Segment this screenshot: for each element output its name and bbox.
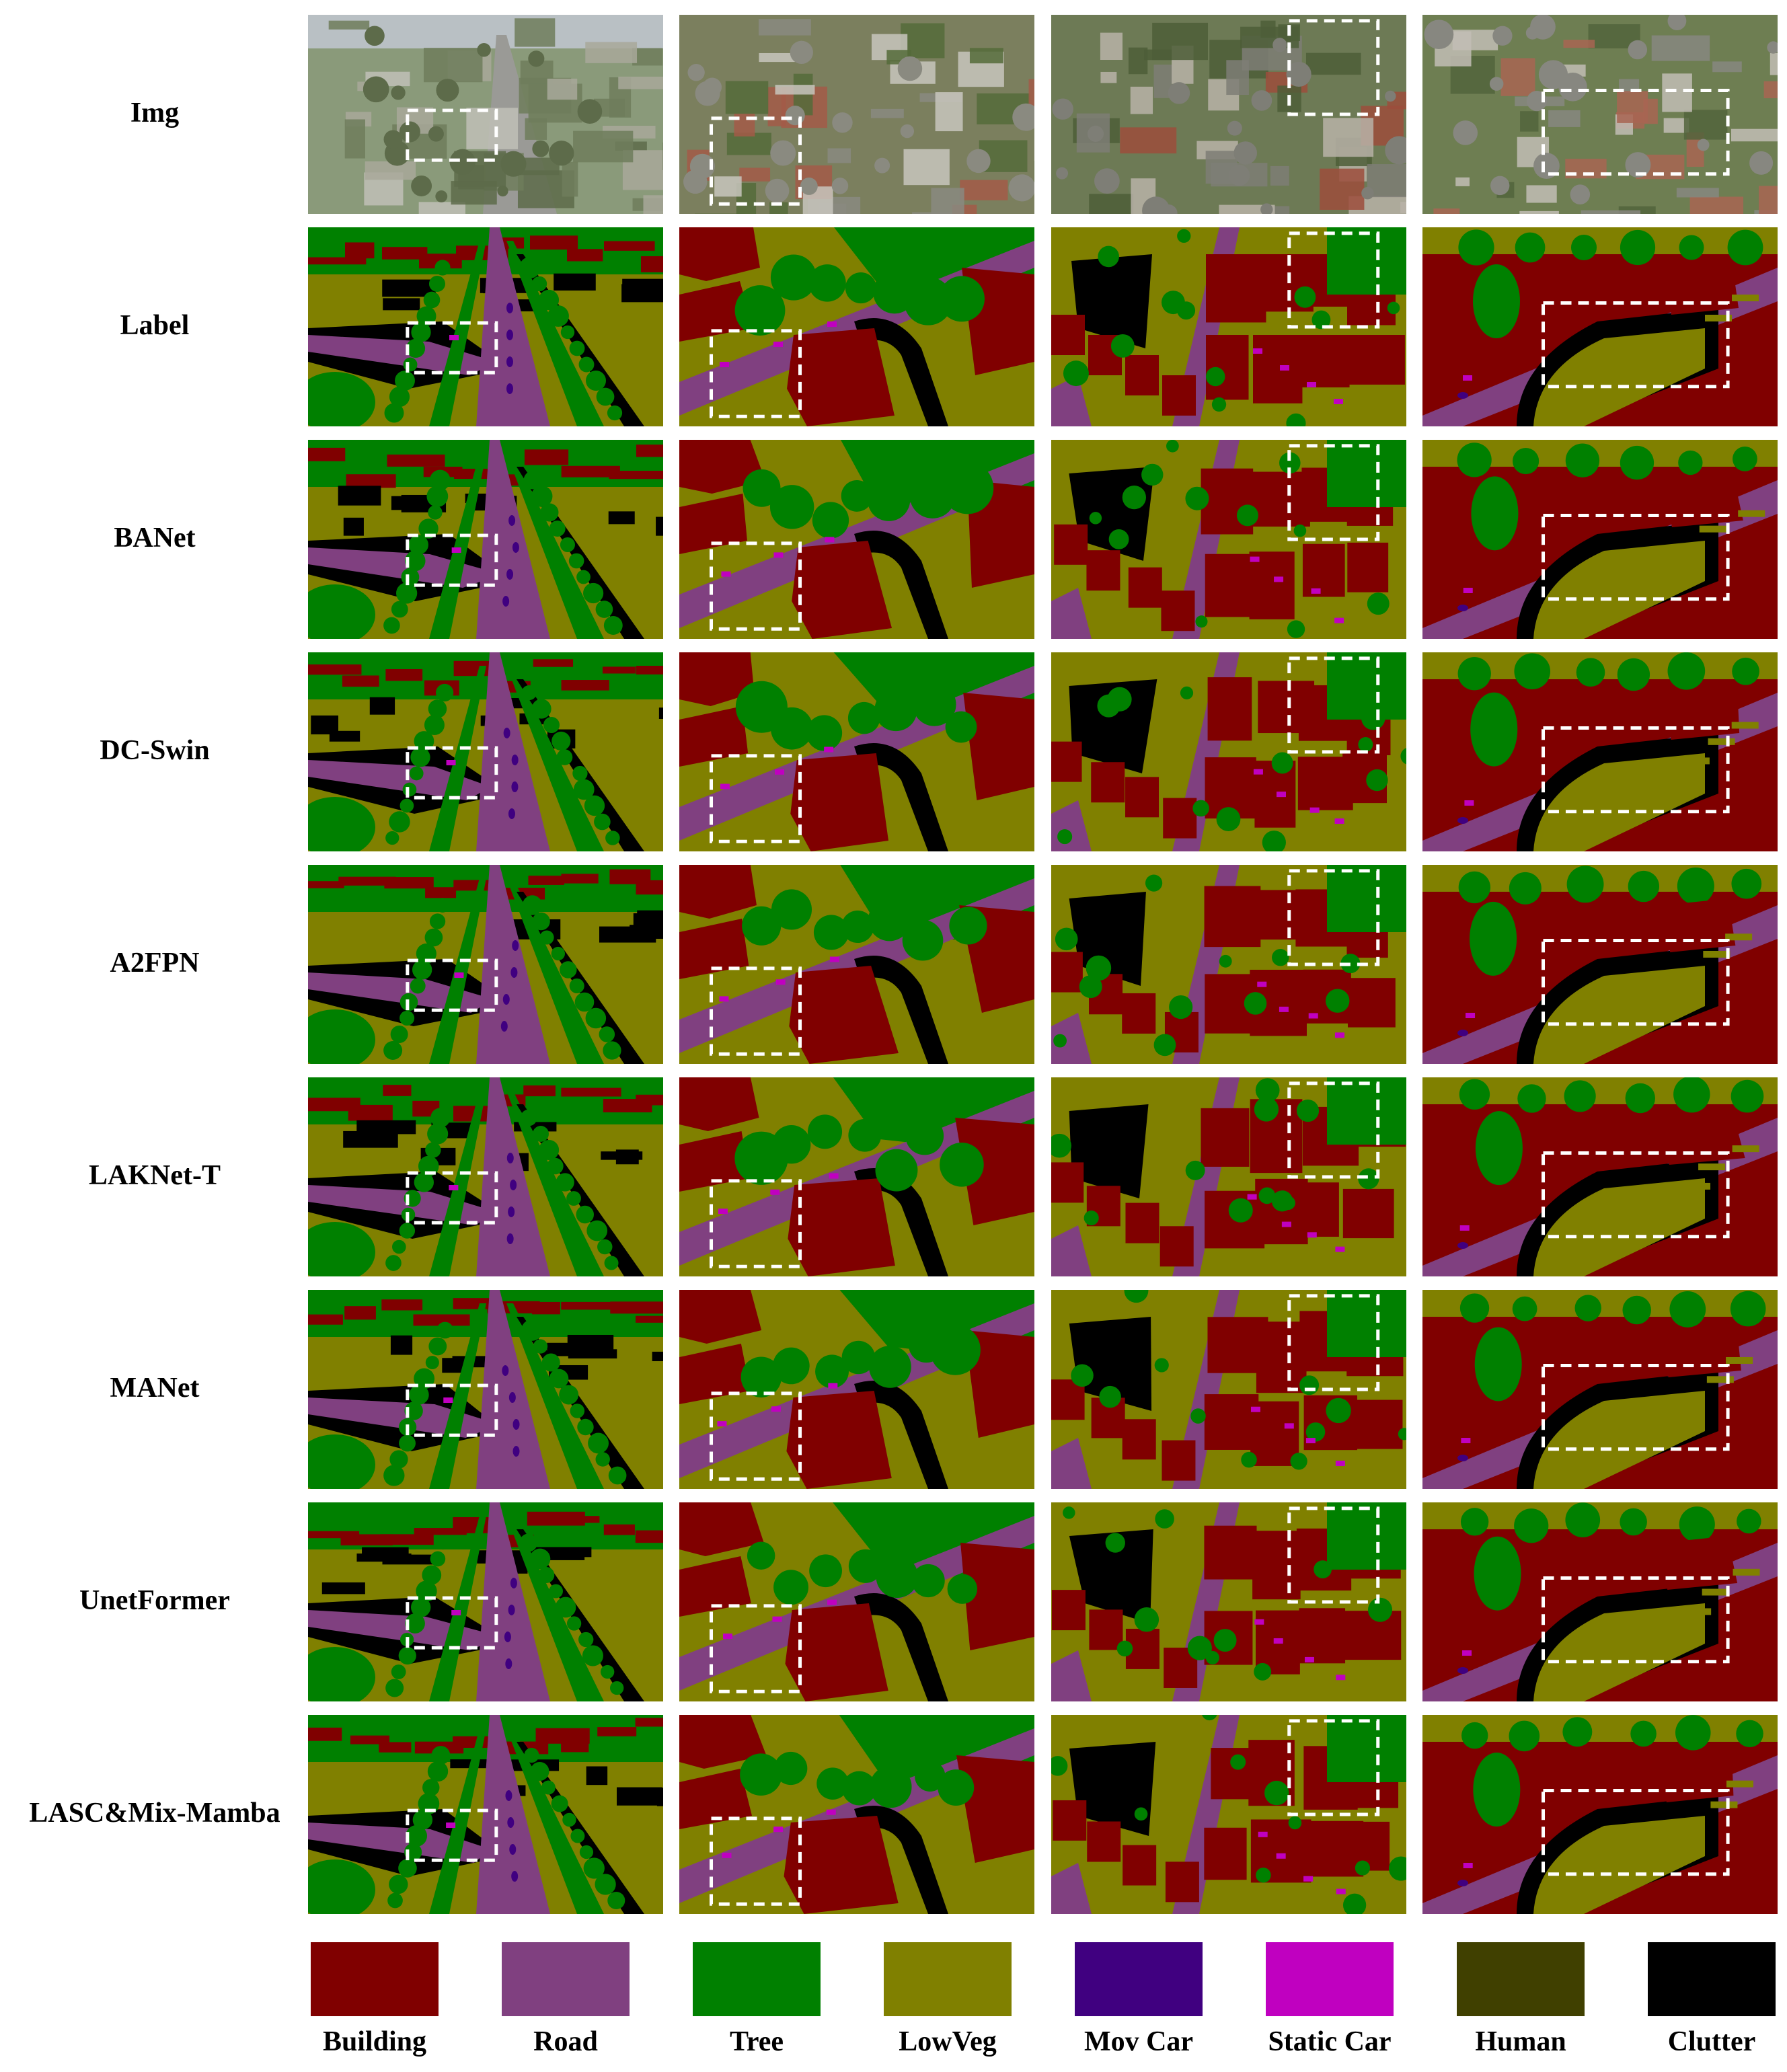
- row-label: MANet: [110, 1373, 200, 1404]
- segmentation-map-panel: [308, 1290, 663, 1489]
- legend-label: Human: [1475, 2026, 1566, 2057]
- segmentation-map-panel: [1422, 1077, 1778, 1276]
- highlight-box: [710, 1179, 802, 1268]
- aerial-image-panel: [1422, 15, 1778, 214]
- legend-swatch: [1648, 1942, 1776, 2016]
- highlight-box: [406, 1596, 498, 1650]
- segmentation-map-panel: [308, 1077, 663, 1276]
- segmentation-map-panel: [1051, 652, 1406, 851]
- highlight-box: [710, 329, 802, 418]
- highlight-box: [1287, 656, 1380, 754]
- highlight-box: [1287, 1506, 1380, 1604]
- segmentation-map-panel: [679, 1502, 1034, 1701]
- legend-swatch: [1075, 1942, 1203, 2016]
- legend-swatch: [884, 1942, 1012, 2016]
- highlight-box: [1542, 938, 1730, 1026]
- aerial-image-panel: [1051, 15, 1406, 214]
- segmentation-map-panel: [308, 1502, 663, 1701]
- highlight-box: [1542, 301, 1730, 389]
- segmentation-map-panel: [308, 865, 663, 1064]
- aerial-image-panel: [308, 15, 663, 214]
- segmentation-map-panel: [1051, 1290, 1406, 1489]
- highlight-box: [1287, 231, 1380, 329]
- segmentation-map-panel: [1422, 1502, 1778, 1701]
- segmentation-map-panel: [308, 1715, 663, 1914]
- segmentation-map-panel: [679, 1715, 1034, 1914]
- highlight-box: [1542, 1576, 1730, 1664]
- row-label: Img: [130, 98, 180, 128]
- legend-label: Clutter: [1667, 2026, 1756, 2057]
- segmentation-map-panel: [679, 440, 1034, 639]
- legend-swatch: [1266, 1942, 1394, 2016]
- highlight-box: [710, 1816, 802, 1906]
- highlight-box: [1287, 444, 1380, 541]
- legend-label: LowVeg: [899, 2026, 997, 2057]
- highlight-box: [1542, 726, 1730, 814]
- segmentation-map-panel: [679, 1290, 1034, 1489]
- highlight-box: [710, 541, 802, 631]
- row-label: A2FPN: [110, 948, 200, 979]
- row-label: LAKNet-T: [89, 1160, 221, 1191]
- legend-swatch: [311, 1942, 439, 2016]
- highlight-box: [406, 1383, 498, 1437]
- segmentation-map-panel: [308, 652, 663, 851]
- segmentation-map-panel: [1422, 227, 1778, 426]
- highlight-box: [1287, 1081, 1380, 1179]
- highlight-box: [710, 1604, 802, 1693]
- segmentation-map-panel: [308, 440, 663, 639]
- legend-label: Road: [533, 2026, 598, 2057]
- row-label: Label: [120, 310, 190, 341]
- legend-label: Static Car: [1268, 2026, 1392, 2057]
- row-label: LASC&Mix-Mamba: [29, 1798, 280, 1829]
- highlight-box: [1287, 1294, 1380, 1391]
- highlight-box: [710, 1391, 802, 1481]
- highlight-box: [1287, 19, 1380, 116]
- highlight-box: [710, 966, 802, 1056]
- segmentation-map-panel: [1051, 440, 1406, 639]
- segmentation-map-panel: [1422, 652, 1778, 851]
- highlight-box: [1542, 1363, 1730, 1451]
- highlight-box: [1542, 1151, 1730, 1239]
- highlight-box: [710, 116, 802, 206]
- highlight-box: [1542, 1788, 1730, 1876]
- highlight-box: [406, 1171, 498, 1225]
- aerial-image-panel: [679, 15, 1034, 214]
- legend-swatch: [1457, 1942, 1585, 2016]
- row-label: BANet: [114, 523, 196, 553]
- highlight-box: [1542, 513, 1730, 601]
- segmentation-map-panel: [1422, 1715, 1778, 1914]
- highlight-box: [406, 958, 498, 1012]
- highlight-box: [710, 754, 802, 843]
- legend-swatch: [693, 1942, 821, 2016]
- highlight-box: [406, 746, 498, 800]
- highlight-box: [1542, 88, 1730, 176]
- segmentation-map-panel: [679, 227, 1034, 426]
- segmentation-map-panel: [1422, 1290, 1778, 1489]
- row-label: UnetFormer: [79, 1585, 230, 1616]
- legend-label: Building: [322, 2026, 427, 2057]
- segmentation-map-panel: [1051, 1077, 1406, 1276]
- segmentation-map-panel: [1051, 865, 1406, 1064]
- legend-swatch: [502, 1942, 630, 2016]
- segmentation-map-panel: [1051, 1502, 1406, 1701]
- segmentation-map-panel: [1422, 865, 1778, 1064]
- legend-label: Tree: [729, 2026, 784, 2057]
- segmentation-map-panel: [308, 227, 663, 426]
- segmentation-map-panel: [679, 1077, 1034, 1276]
- row-label: DC-Swin: [100, 735, 210, 766]
- segmentation-map-panel: [679, 652, 1034, 851]
- highlight-box: [1287, 869, 1380, 966]
- highlight-box: [1287, 1719, 1380, 1816]
- highlight-box: [406, 321, 498, 375]
- segmentation-map-panel: [679, 865, 1034, 1064]
- legend-label: Mov Car: [1083, 2026, 1194, 2057]
- highlight-box: [406, 1808, 498, 1862]
- highlight-box: [406, 533, 498, 587]
- segmentation-map-panel: [1051, 1715, 1406, 1914]
- segmentation-map-panel: [1051, 227, 1406, 426]
- segmentation-map-panel: [1422, 440, 1778, 639]
- highlight-box: [406, 108, 498, 162]
